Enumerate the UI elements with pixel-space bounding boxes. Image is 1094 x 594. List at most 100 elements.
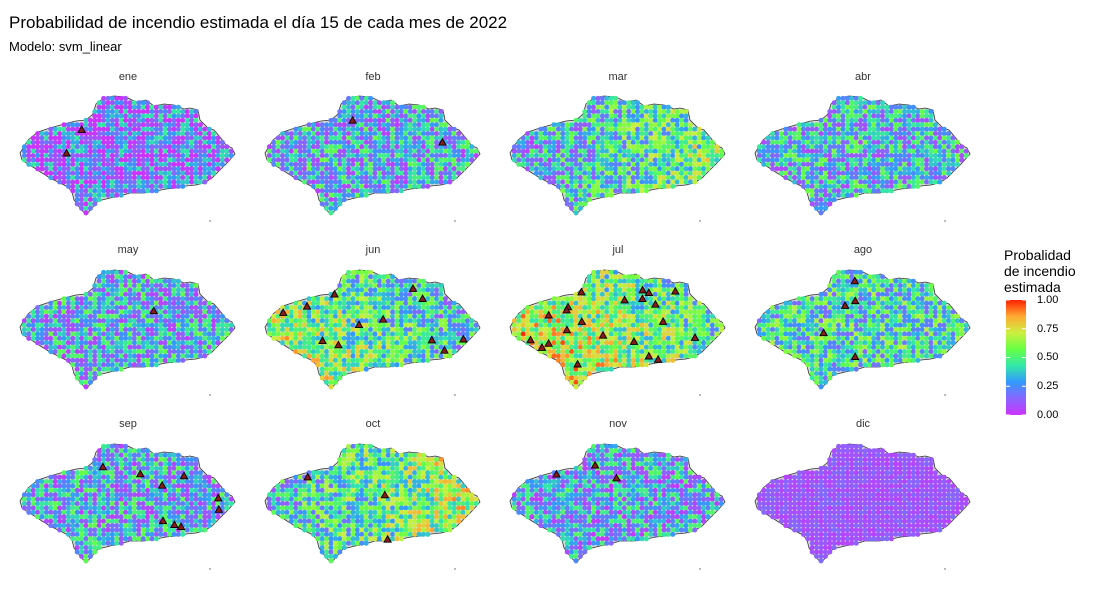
probability-cell xyxy=(123,153,129,159)
probability-cell xyxy=(175,340,181,346)
probability-cell xyxy=(140,188,146,194)
probability-cell xyxy=(796,161,802,167)
probability-cell xyxy=(324,344,330,350)
probability-cell xyxy=(328,340,334,346)
probability-cell xyxy=(884,148,890,154)
probability-cell xyxy=(57,148,63,154)
probability-cell xyxy=(368,122,374,128)
probability-cell xyxy=(376,117,382,123)
probability-cell xyxy=(447,344,453,350)
probability-cell xyxy=(844,95,850,101)
probability-cell xyxy=(928,139,934,145)
probability-cell xyxy=(332,305,338,311)
probability-cell xyxy=(131,283,137,289)
probability-cell xyxy=(92,179,98,185)
probability-cell xyxy=(376,122,382,128)
probability-cell xyxy=(599,117,605,123)
probability-cell xyxy=(332,327,338,333)
probability-cell xyxy=(43,335,49,341)
probability-cell xyxy=(149,331,155,337)
probability-cell xyxy=(341,175,347,181)
probability-cell xyxy=(394,161,400,167)
probability-cell xyxy=(131,144,137,150)
probability-cell xyxy=(153,327,159,333)
probability-cell xyxy=(381,349,387,355)
probability-cell xyxy=(101,291,107,297)
probability-cell xyxy=(604,183,610,189)
probability-cell xyxy=(83,296,89,302)
probability-cell xyxy=(569,122,575,128)
probability-cell xyxy=(941,157,947,163)
probability-cell xyxy=(648,144,654,150)
probability-cell xyxy=(420,300,426,306)
probability-cell xyxy=(136,318,142,324)
probability-cell xyxy=(65,344,71,350)
probability-cell xyxy=(665,126,671,132)
probability-cell xyxy=(315,126,321,132)
probability-cell xyxy=(114,139,120,145)
probability-cell xyxy=(332,201,338,207)
probability-cell xyxy=(827,157,833,163)
probability-cell xyxy=(403,179,409,185)
probability-cell xyxy=(875,175,881,181)
probability-cell xyxy=(363,291,369,297)
probability-cell xyxy=(131,131,137,137)
probability-cell xyxy=(765,161,771,167)
probability-cell xyxy=(337,188,343,194)
probability-cell xyxy=(193,353,199,359)
probability-cell xyxy=(420,283,426,289)
probability-cell xyxy=(293,161,299,167)
probability-cell xyxy=(123,296,129,302)
probability-cell xyxy=(123,109,129,115)
probability-cell xyxy=(109,349,115,355)
probability-cell xyxy=(822,122,828,128)
probability-cell xyxy=(915,179,921,185)
probability-cell xyxy=(613,148,619,154)
probability-cell xyxy=(818,197,824,203)
probability-cell xyxy=(770,131,776,137)
probability-cell xyxy=(608,166,614,172)
probability-cell xyxy=(599,104,605,110)
probability-cell xyxy=(394,296,400,302)
probability-cell xyxy=(92,327,98,333)
probability-cell xyxy=(284,322,290,328)
probability-cell xyxy=(372,153,378,159)
probability-cell xyxy=(670,131,676,137)
probability-cell xyxy=(87,126,93,132)
probability-cell xyxy=(595,309,601,315)
probability-cell xyxy=(438,322,444,328)
probability-cell xyxy=(114,135,120,141)
probability-cell xyxy=(114,353,120,359)
probability-cell xyxy=(319,305,325,311)
probability-cell xyxy=(888,179,894,185)
probability-cell xyxy=(836,109,842,115)
probability-cell xyxy=(127,322,133,328)
probability-cell xyxy=(57,153,63,159)
probability-cell xyxy=(346,113,352,119)
probability-cell xyxy=(626,291,632,297)
probability-cell xyxy=(595,148,601,154)
probability-cell xyxy=(469,331,475,337)
probability-cell xyxy=(617,157,623,163)
probability-cell xyxy=(906,113,912,119)
probability-cell xyxy=(275,318,281,324)
probability-cell xyxy=(687,300,693,306)
probability-cell xyxy=(65,335,71,341)
probability-cell xyxy=(346,349,352,355)
probability-cell xyxy=(65,161,71,167)
probability-cell xyxy=(167,109,173,115)
probability-cell xyxy=(297,340,303,346)
probability-cell xyxy=(643,175,649,181)
probability-cell xyxy=(613,274,619,280)
probability-cell xyxy=(599,166,605,172)
probability-cell xyxy=(302,179,308,185)
probability-cell xyxy=(153,362,159,368)
probability-cell xyxy=(123,353,129,359)
probability-cell xyxy=(621,122,627,128)
probability-cell xyxy=(74,366,80,372)
probability-cell xyxy=(284,131,290,137)
probability-cell xyxy=(818,126,824,132)
probability-cell xyxy=(376,126,382,132)
probability-cell xyxy=(814,135,820,141)
probability-cell xyxy=(96,305,102,311)
